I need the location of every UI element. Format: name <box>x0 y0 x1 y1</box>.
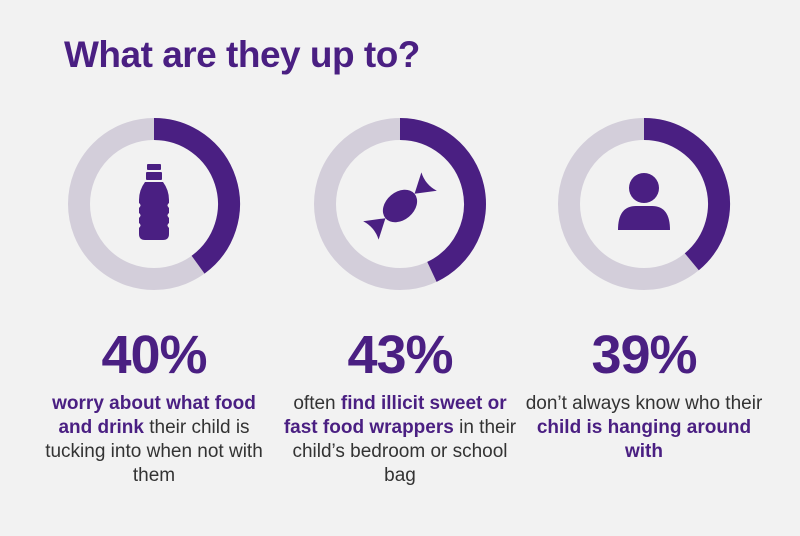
stat-friends: 39% don’t always know who their child is… <box>524 116 764 464</box>
stat-description: often find illicit sweet or fast food wr… <box>280 392 520 488</box>
stat-description: worry about what food and drink their ch… <box>34 392 274 488</box>
donut-chart-wrappers <box>314 118 486 290</box>
description-highlight: find illicit sweet or fast food wrappers <box>283 393 507 438</box>
percentage-value: 39% <box>591 325 697 385</box>
percentage-value: 40% <box>101 325 207 385</box>
donut-segment-43 <box>399 118 486 282</box>
percentage-value: 43% <box>347 325 453 385</box>
donut-chart-friends <box>558 118 730 290</box>
candy-icon <box>363 172 437 240</box>
description-highlight: child is hanging around with <box>536 417 752 462</box>
description-text: in their child’s bedroom or school bag <box>292 417 517 486</box>
description-text: don’t always know who their <box>525 393 763 414</box>
donut-segment-39 <box>643 118 730 271</box>
description-highlight: worry about what food and drink <box>52 393 256 438</box>
description-text: their child is tucking into when not wit… <box>45 417 263 486</box>
person-icon <box>618 173 670 230</box>
description-text: often <box>293 393 341 414</box>
stat-description: don’t always know who their child is han… <box>524 392 764 464</box>
page-title: What are they up to? <box>64 34 420 75</box>
water-bottle-icon <box>139 164 169 240</box>
stat-wrappers: 43% often find illicit sweet or fast foo… <box>280 116 520 488</box>
stat-food-worry: 40% worry about what food and drink thei… <box>34 116 274 488</box>
donut-chart-food-worry <box>68 118 240 290</box>
donut-segment-40 <box>153 118 240 274</box>
